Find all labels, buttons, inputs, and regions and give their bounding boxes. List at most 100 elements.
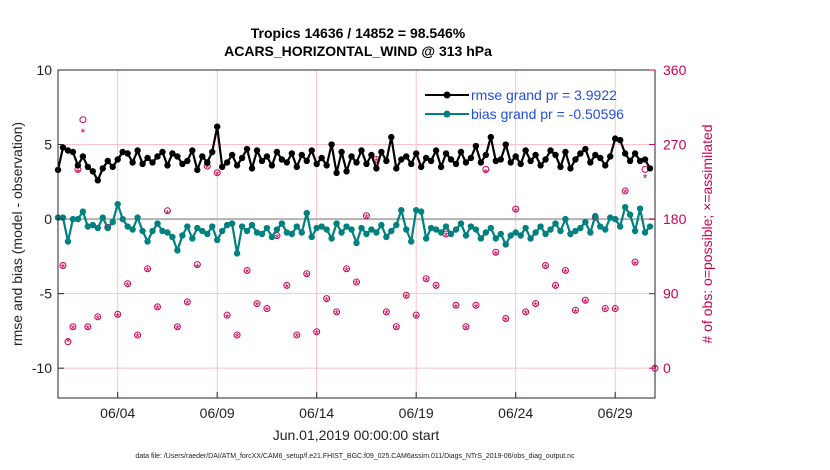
bias-point	[462, 232, 470, 239]
rmse-point	[149, 159, 156, 166]
rmse-point	[542, 156, 549, 163]
obs-assimilated-point: *	[394, 322, 399, 336]
rmse-series	[54, 123, 654, 184]
rmse-point	[59, 144, 67, 151]
obs-possible-point	[114, 310, 122, 318]
obs-possible-point	[382, 308, 390, 316]
rmse-point	[218, 163, 226, 171]
legend-bias-marker	[443, 110, 451, 118]
bias-point	[184, 223, 191, 230]
rmse-point	[348, 153, 355, 160]
rmse-point	[408, 160, 415, 168]
rmse-point	[253, 147, 261, 154]
obs-assimilated-point: *	[593, 213, 598, 227]
obs-assimilated-point: *	[384, 308, 389, 322]
rmse-point	[204, 159, 211, 166]
rmse-point	[124, 150, 131, 157]
rmse-point	[184, 157, 191, 165]
obs-assimilated-point: *	[304, 269, 309, 283]
obs-assimilated-point: *	[354, 278, 359, 292]
obs-assimilated-point: *	[265, 304, 270, 318]
rmse-point	[298, 151, 305, 159]
bias-point	[169, 233, 176, 241]
obs-possible-point	[144, 265, 152, 273]
obs-possible-point	[283, 281, 291, 289]
bias-point	[547, 226, 554, 233]
obs-possible-point	[94, 313, 102, 321]
rmse-point	[631, 150, 639, 157]
bias-point	[174, 247, 181, 254]
bias-point	[149, 227, 156, 235]
bias-point	[298, 229, 305, 236]
rmse-point	[373, 165, 380, 172]
y-right-tick-label: 90	[663, 286, 679, 302]
rmse-point	[417, 163, 425, 171]
obs-assimilated-point: *	[314, 327, 319, 341]
obs-possible-point	[243, 266, 251, 274]
obs-possible-point	[163, 207, 171, 215]
bias-point	[253, 229, 261, 236]
obs-possible-point	[581, 296, 589, 304]
rmse-point	[527, 157, 534, 165]
bias-point	[318, 223, 325, 230]
plot-frame	[57, 69, 656, 399]
x-tick-label: 06/24	[498, 405, 533, 421]
rmse-point	[174, 153, 181, 160]
rmse-point	[452, 160, 460, 168]
bias-point	[243, 227, 251, 235]
obs-assimilated-point: *	[474, 301, 479, 315]
rmse-point	[437, 163, 445, 171]
y-axis-right-label: # of obs: o=possible; ×=assimilated	[699, 124, 715, 343]
bias-point	[427, 224, 435, 232]
obs-possible-point	[412, 311, 420, 319]
bias-point	[467, 223, 475, 230]
rmse-point	[288, 150, 296, 157]
obs-possible-point	[422, 275, 430, 283]
obs-possible-point	[502, 314, 510, 322]
bias-point	[497, 230, 504, 238]
obs-possible-point	[213, 169, 221, 177]
bias-point	[69, 215, 77, 223]
legend: rmse grand pr = 3.9922 bias grand pr = -…	[425, 87, 624, 122]
rmse-point	[323, 162, 330, 169]
bias-point	[552, 220, 559, 227]
rmse-point	[358, 147, 365, 154]
obs-assimilated-point: *	[374, 155, 379, 169]
rmse-point	[343, 168, 350, 175]
rmse-point	[318, 154, 325, 162]
rmse-point	[537, 162, 544, 169]
rmse-point	[497, 156, 504, 163]
bias-point	[59, 214, 67, 221]
bias-point	[348, 226, 355, 233]
bias-point	[487, 224, 495, 232]
obs-possible-point	[79, 116, 87, 124]
rmse-point	[393, 165, 400, 172]
bias-point	[114, 200, 121, 208]
bias-point	[333, 220, 340, 227]
rmse-point	[467, 154, 475, 162]
rmse-point	[338, 148, 345, 156]
obs-assimilated-point: *	[523, 308, 528, 322]
rmse-point	[636, 157, 644, 165]
rmse-point	[79, 153, 87, 160]
obs-assimilated-point: *	[95, 312, 100, 326]
rmse-point	[333, 169, 340, 177]
rmse-point	[432, 147, 440, 154]
obs-possible-point	[323, 295, 331, 303]
rmse-point	[209, 148, 216, 156]
x-tick-label: 06/09	[200, 405, 235, 421]
bias-point	[527, 235, 534, 242]
bias-point	[621, 203, 629, 211]
obs-possible-point	[472, 301, 480, 309]
bias-point	[437, 229, 445, 236]
obs-assimilated-point: *	[603, 304, 608, 318]
obs-assimilated-point: *	[364, 211, 369, 225]
rmse-point	[89, 168, 97, 175]
rmse-point	[368, 151, 375, 159]
bias-point	[119, 215, 126, 223]
rmse-point	[607, 153, 614, 160]
obs-assimilated-point: *	[533, 299, 538, 313]
bias-point	[373, 229, 380, 236]
chart-title-line2: ACARS_HORIZONTAL_WIND @ 313 hPa	[224, 43, 492, 59]
bias-point	[233, 250, 241, 257]
